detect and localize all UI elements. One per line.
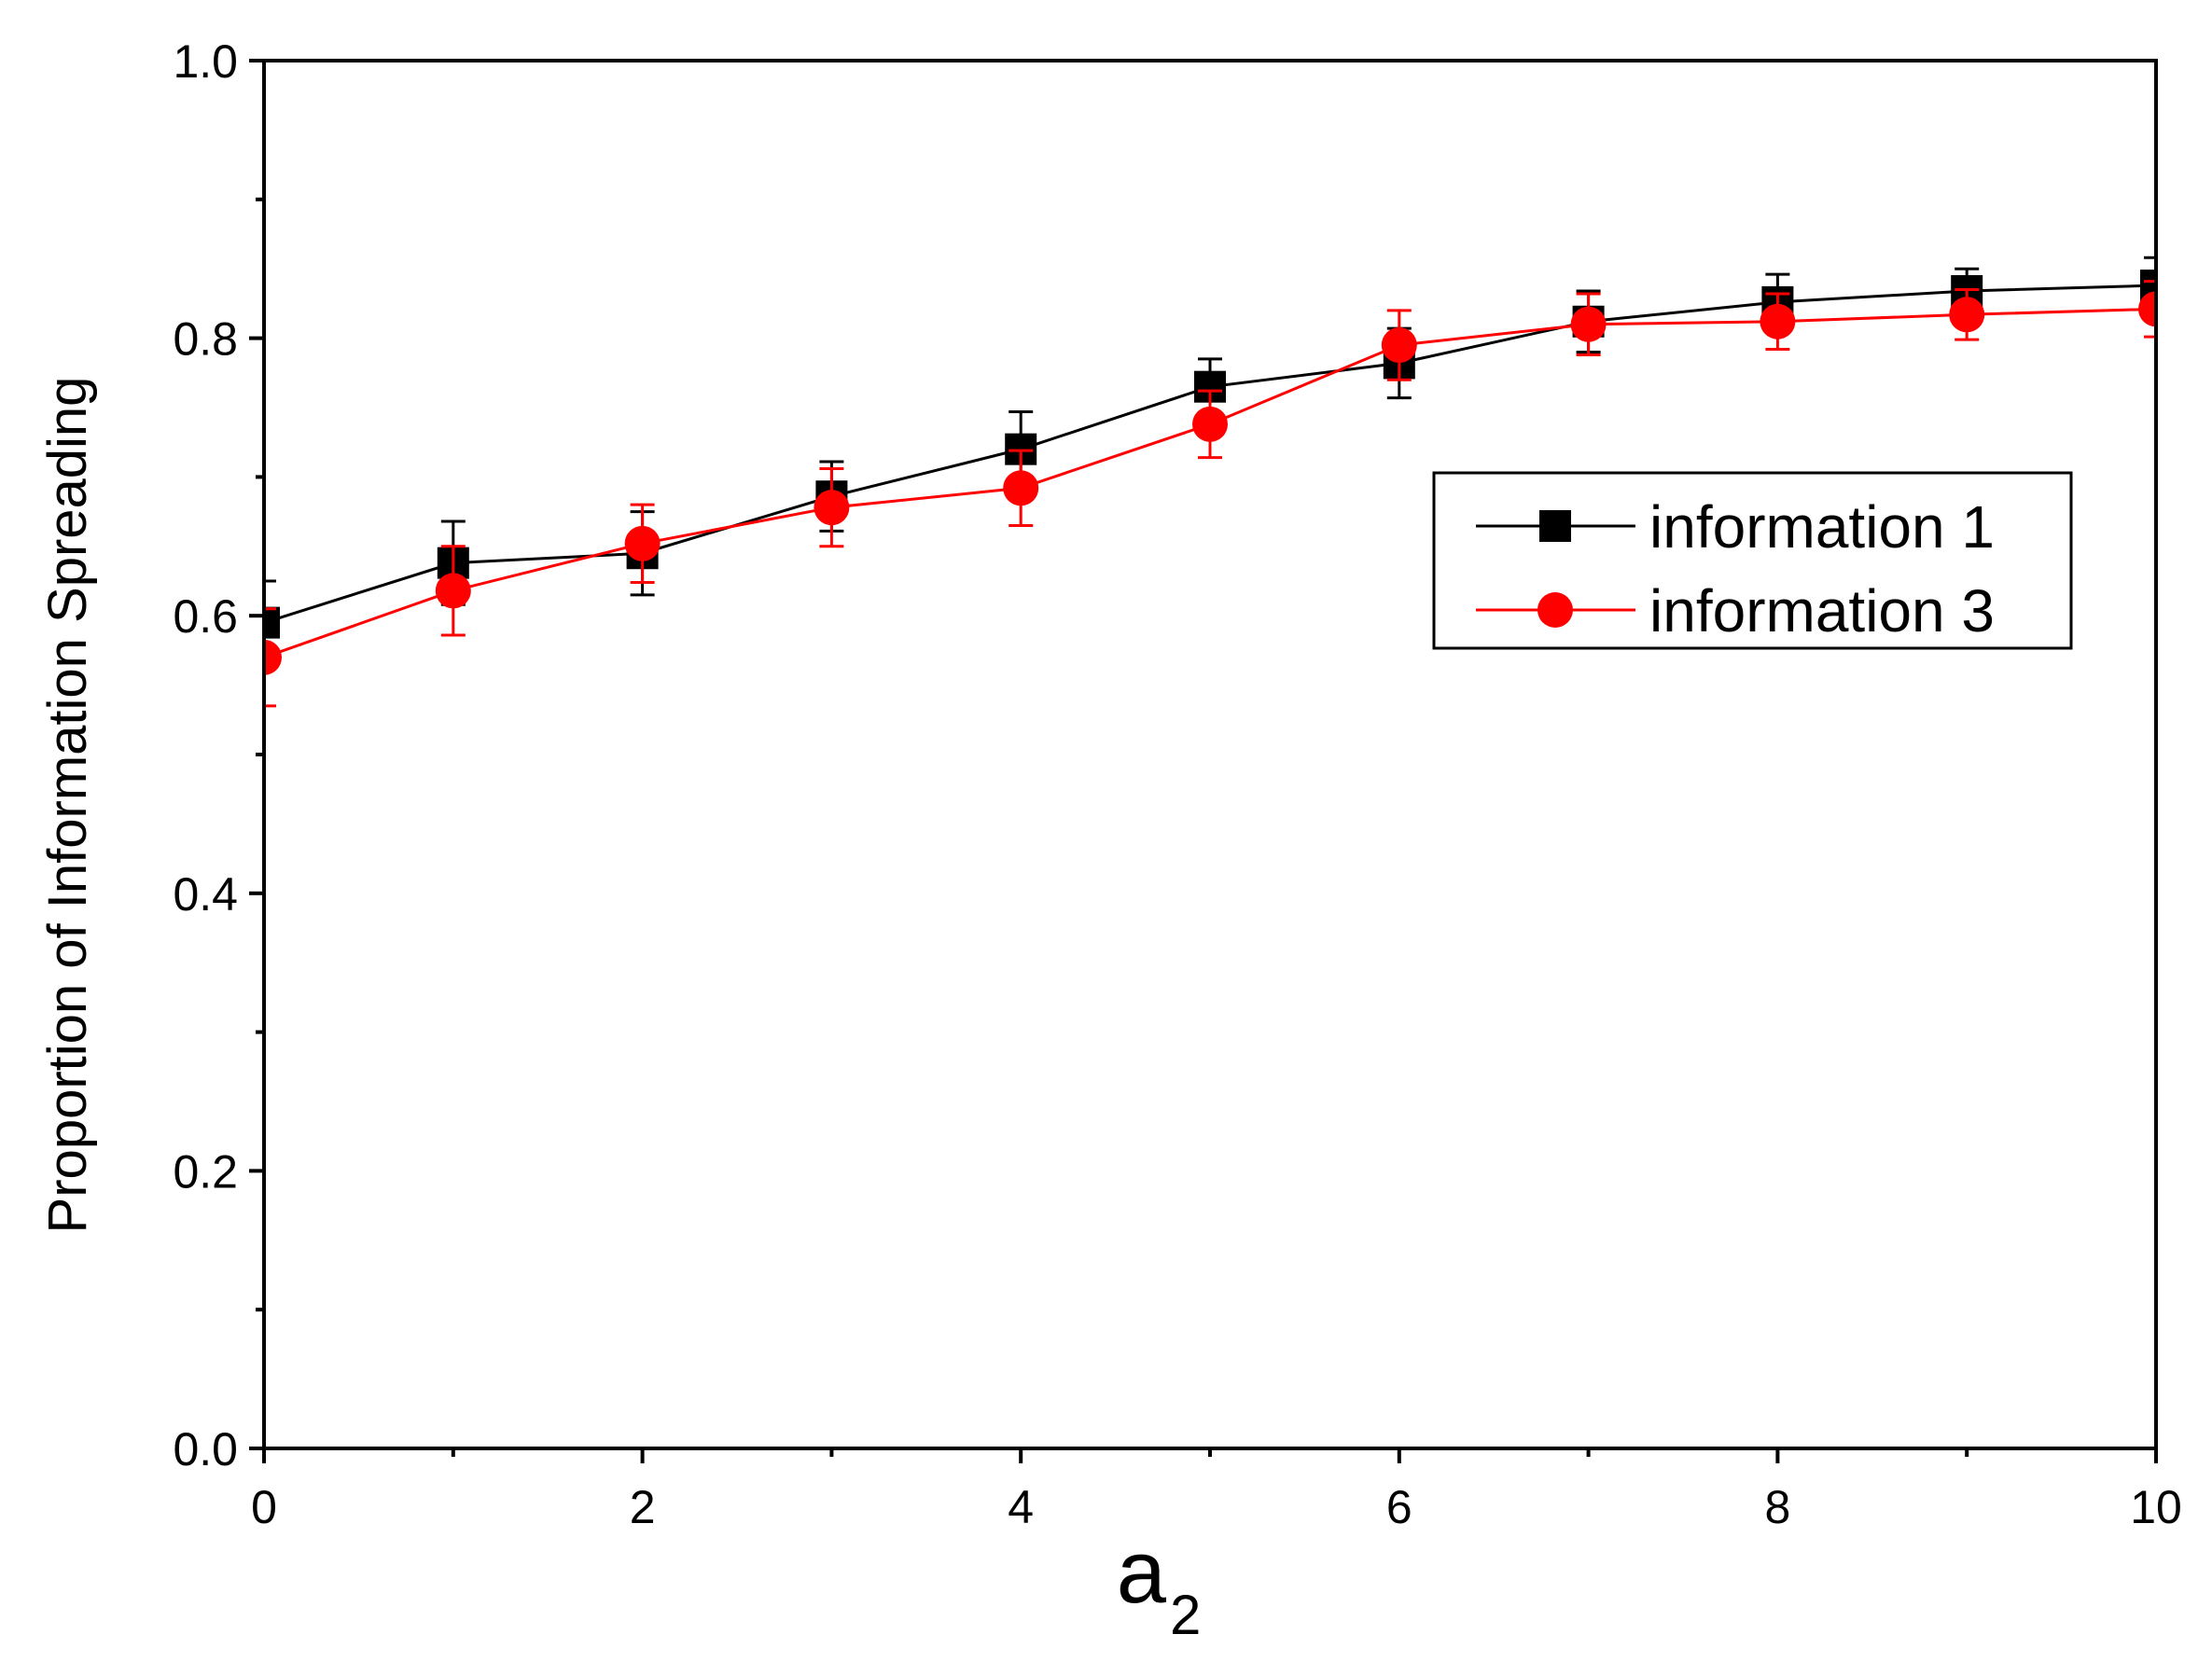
axis-ticks: 0 2 4 6 8 10 0.0 0.2 0.4 0.6 0.8 1.0 [173, 35, 2181, 1533]
data-point-circle [435, 573, 471, 609]
legend-marker-square [1539, 510, 1571, 542]
plot-frame [262, 59, 2158, 1450]
data-point-square [264, 606, 280, 639]
data-point-circle [1760, 303, 1796, 339]
series-information-3 [264, 280, 2156, 708]
legend: information 1 information 3 [1432, 471, 2073, 650]
data-point-circle [1381, 327, 1417, 364]
data-point-circle [264, 639, 282, 675]
legend-label-information-3: information 3 [1649, 577, 1995, 644]
data-point-circle [814, 490, 850, 526]
data-point-circle [1192, 406, 1228, 442]
y-tick-label: 0.2 [173, 1145, 238, 1198]
x-axis-label-subscript: 2 [1170, 1584, 1201, 1646]
y-tick-label: 0.8 [173, 313, 238, 366]
x-tick-label: 2 [630, 1481, 656, 1533]
series-group [264, 256, 2156, 708]
data-point-circle [2138, 291, 2156, 327]
plot-area [264, 256, 2156, 708]
x-axis-label-main: a [1117, 1522, 1167, 1622]
x-tick-label: 0 [251, 1481, 277, 1533]
y-tick-label: 0.6 [173, 590, 238, 643]
y-axis-label: Proportion of Information Spreading [37, 377, 98, 1234]
legend-label-information-1: information 1 [1649, 493, 1995, 561]
y-tick-label: 0.0 [173, 1423, 238, 1475]
x-axis-label: a [1117, 1522, 1167, 1622]
x-tick-label: 8 [1764, 1481, 1790, 1533]
data-point-circle [624, 525, 661, 561]
data-point-circle [1570, 306, 1607, 342]
x-tick-label: 10 [2130, 1481, 2182, 1533]
x-tick-label: 4 [1008, 1481, 1034, 1533]
y-tick-label: 0.4 [173, 868, 238, 921]
x-tick-label: 6 [1386, 1481, 1412, 1533]
legend-marker-circle [1537, 592, 1573, 628]
data-point-circle [1003, 470, 1039, 506]
data-point-circle [1949, 297, 1985, 333]
y-tick-label: 1.0 [173, 35, 238, 88]
